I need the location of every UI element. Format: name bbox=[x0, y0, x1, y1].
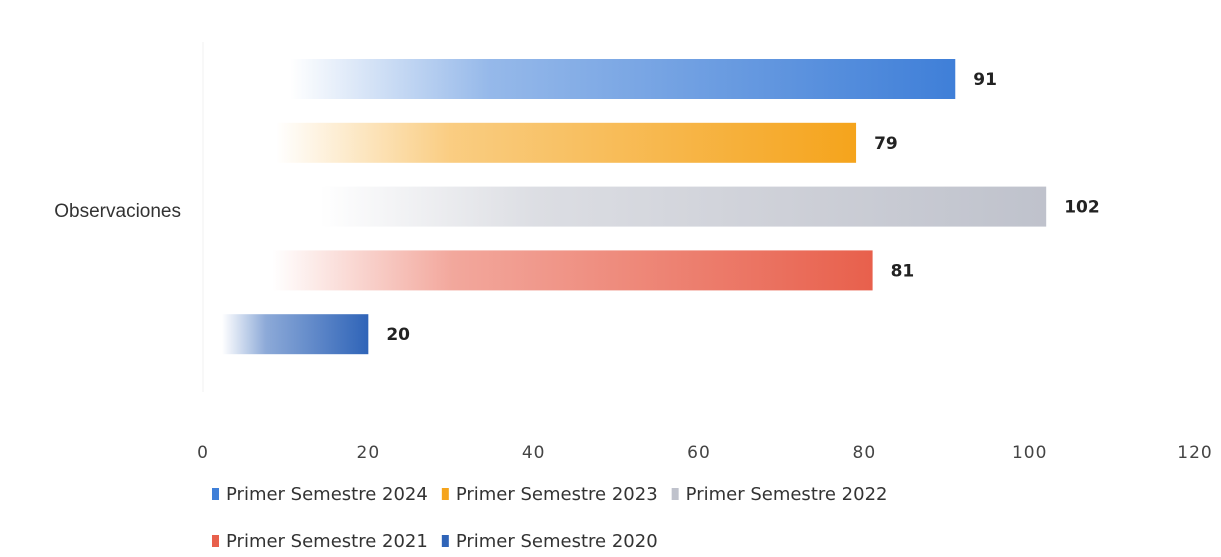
x-tick-label: 20 bbox=[357, 443, 381, 463]
legend-label: Primer Semestre 2021 bbox=[226, 531, 428, 552]
legend-label: Primer Semestre 2023 bbox=[456, 484, 658, 505]
data-label: 102 bbox=[1064, 198, 1100, 218]
legend-label: Primer Semestre 2024 bbox=[226, 484, 428, 505]
x-tick-label: 40 bbox=[522, 443, 546, 463]
data-label: 91 bbox=[973, 70, 997, 90]
data-label: 81 bbox=[891, 261, 915, 281]
legend: Primer Semestre 2024 Primer Semestre 2023… bbox=[212, 484, 887, 552]
x-tick-label: 80 bbox=[853, 443, 877, 463]
data-label: 79 bbox=[874, 134, 898, 154]
bar-primer-semestre-2024 bbox=[290, 59, 956, 99]
legend-item: Primer Semestre 2024 bbox=[212, 484, 428, 505]
bar-primer-semestre-2022 bbox=[320, 186, 1047, 227]
legend-item: Primer Semestre 2022 bbox=[671, 484, 888, 505]
legend-item: Primer Semestre 2020 bbox=[441, 531, 658, 552]
data-label: 20 bbox=[386, 325, 410, 345]
legend-item: Primer Semestre 2021 bbox=[212, 531, 428, 552]
legend-swatch bbox=[671, 488, 679, 500]
x-tick-label: 120 bbox=[1177, 443, 1212, 463]
legend-swatch bbox=[212, 488, 219, 500]
bar-primer-semestre-2023 bbox=[276, 122, 857, 163]
legend-swatch bbox=[441, 535, 449, 547]
x-tick-label: 100 bbox=[1012, 443, 1047, 463]
legend-item: Primer Semestre 2023 bbox=[441, 484, 658, 505]
x-tick-label: 60 bbox=[687, 443, 711, 463]
legend-label: Primer Semestre 2022 bbox=[686, 484, 888, 505]
legend-label: Primer Semestre 2020 bbox=[456, 531, 658, 552]
bars: 91 79 102 81 20 bbox=[222, 59, 1100, 355]
x-tick-label: 0 bbox=[197, 443, 209, 463]
category-label: Observaciones bbox=[54, 201, 181, 222]
bar-primer-semestre-2020 bbox=[222, 314, 369, 355]
legend-swatch bbox=[212, 535, 219, 547]
x-axis-ticks: 0 20 40 60 80 100 120 bbox=[197, 443, 1212, 463]
bar-primer-semestre-2021 bbox=[272, 250, 873, 291]
legend-swatch bbox=[441, 488, 449, 500]
